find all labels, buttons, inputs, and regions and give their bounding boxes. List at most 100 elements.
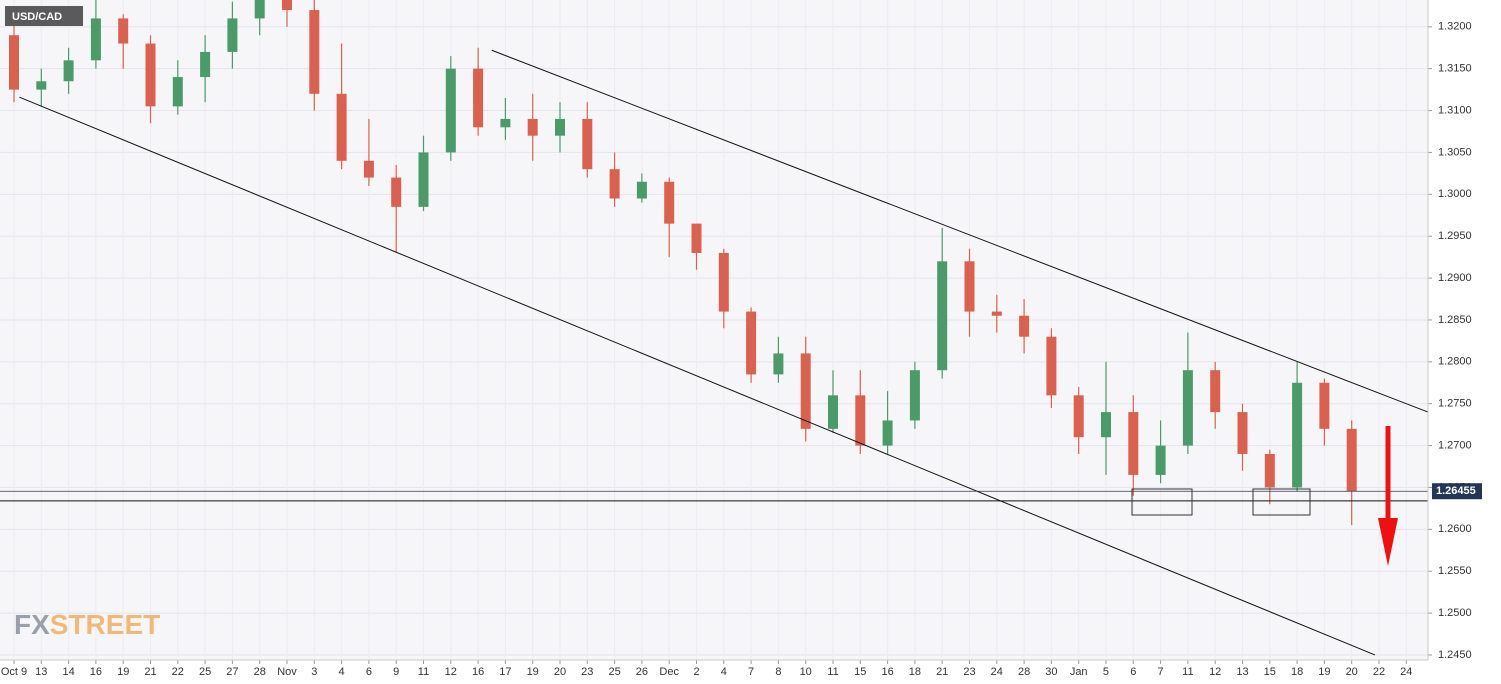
x-tick-label: 28 <box>1018 666 1030 678</box>
x-tick-label: 23 <box>581 666 593 678</box>
x-tick-label: Dec <box>659 666 679 678</box>
candle-body <box>227 18 238 52</box>
x-tick-label: Jan <box>1070 666 1088 678</box>
y-tick-label: 1.2450 <box>1438 649 1472 661</box>
support-box <box>1131 488 1193 516</box>
x-tick-label: 7 <box>748 666 754 678</box>
x-tick-label: 19 <box>1318 666 1330 678</box>
candle-body <box>828 395 838 429</box>
x-tick-label: Nov <box>277 666 297 678</box>
x-tick-label: 21 <box>144 666 156 678</box>
x-tick-label: 17 <box>499 666 511 678</box>
candle-body <box>1046 336 1057 396</box>
y-tick-label: 1.3150 <box>1438 63 1472 75</box>
x-tick-label: 18 <box>1291 666 1303 678</box>
candle-body <box>90 18 101 61</box>
candle-body <box>363 160 374 178</box>
x-tick-label: 23 <box>963 666 975 678</box>
candle-body <box>445 68 456 153</box>
candle-body <box>309 10 320 94</box>
candle-body <box>1155 445 1166 475</box>
x-tick-label: 11 <box>827 666 838 678</box>
candle-body <box>582 118 593 170</box>
candle-body <box>1346 428 1357 492</box>
x-tick-label: 24 <box>991 666 1003 678</box>
last-price-label: 1.26455 <box>1436 485 1476 497</box>
x-tick-label: 21 <box>936 666 948 678</box>
candle-body <box>800 353 811 429</box>
x-tick-label: 2 <box>693 666 699 678</box>
candle-body <box>937 261 948 371</box>
candle-body <box>9 35 20 90</box>
y-tick-label: 1.2750 <box>1438 398 1472 410</box>
x-tick-label: 6 <box>366 666 372 678</box>
candle-body <box>1237 412 1248 454</box>
x-tick-label: 15 <box>854 666 866 678</box>
x-tick-label: 24 <box>1400 666 1412 678</box>
x-tick-label: 6 <box>1130 666 1136 678</box>
x-tick-label: 16 <box>881 666 893 678</box>
candle-body <box>118 18 129 44</box>
x-tick-label: 8 <box>775 666 781 678</box>
x-tick-label: 14 <box>62 666 74 678</box>
candle-body <box>145 43 156 107</box>
title-box <box>5 6 83 26</box>
candle-body <box>1319 382 1330 429</box>
x-tick-label: 28 <box>254 666 266 678</box>
candle-body <box>691 223 702 253</box>
candle-body <box>282 0 293 11</box>
candle-body <box>855 395 866 446</box>
arrow-head <box>1378 518 1398 566</box>
candle-body <box>991 311 1002 316</box>
candle-body <box>1100 412 1111 438</box>
watermark-right: STREET <box>50 609 160 640</box>
y-tick-label: 1.2900 <box>1438 272 1472 284</box>
grid <box>0 26 1432 664</box>
x-tick-label: 22 <box>1373 666 1385 678</box>
plot-background <box>0 0 1428 660</box>
y-tick-label: 1.2850 <box>1438 314 1472 326</box>
candle-body <box>664 181 675 224</box>
candle-body <box>882 420 893 446</box>
candle-body <box>172 77 183 107</box>
watermark-left: FX <box>14 609 50 640</box>
x-tick-label: 19 <box>527 666 539 678</box>
y-tick-label: 1.2950 <box>1438 230 1472 242</box>
x-tick-label: 12 <box>445 666 457 678</box>
candle-body <box>609 169 620 199</box>
y-tick-label: 1.2600 <box>1438 523 1472 535</box>
candle-body <box>418 152 429 207</box>
candle-body <box>1073 395 1084 438</box>
x-tick-label: 5 <box>1103 666 1109 678</box>
candle-body <box>1182 370 1193 446</box>
candle-body <box>254 0 265 19</box>
x-tick-label: 22 <box>172 666 184 678</box>
x-tick-label: 18 <box>909 666 921 678</box>
y-tick-label: 1.3200 <box>1438 21 1472 33</box>
x-tick-label: 4 <box>339 666 345 678</box>
candle-body <box>1019 315 1030 337</box>
x-tick-label: 25 <box>608 666 620 678</box>
candle-body <box>391 177 402 207</box>
y-tick-label: 1.2700 <box>1438 439 1472 451</box>
x-tick-label: 19 <box>117 666 129 678</box>
last-price-box <box>1432 483 1482 500</box>
x-tick-label: 30 <box>1045 666 1057 678</box>
candle-body <box>63 60 74 82</box>
support-box <box>1252 488 1311 516</box>
x-tick-label: 27 <box>226 666 238 678</box>
x-tick-label: 10 <box>800 666 812 678</box>
candle-body <box>555 118 566 136</box>
y-tick-label: 1.3000 <box>1438 188 1472 200</box>
y-tick-label: 1.2800 <box>1438 356 1472 368</box>
x-tick-label: Oct 9 <box>1 666 27 678</box>
x-tick-label: 20 <box>554 666 566 678</box>
candle-body <box>1210 370 1221 413</box>
x-tick-label: 16 <box>472 666 484 678</box>
candle-body <box>1292 382 1303 488</box>
candle-body <box>636 181 647 199</box>
candle-body <box>909 370 920 421</box>
candle-body <box>773 353 784 375</box>
